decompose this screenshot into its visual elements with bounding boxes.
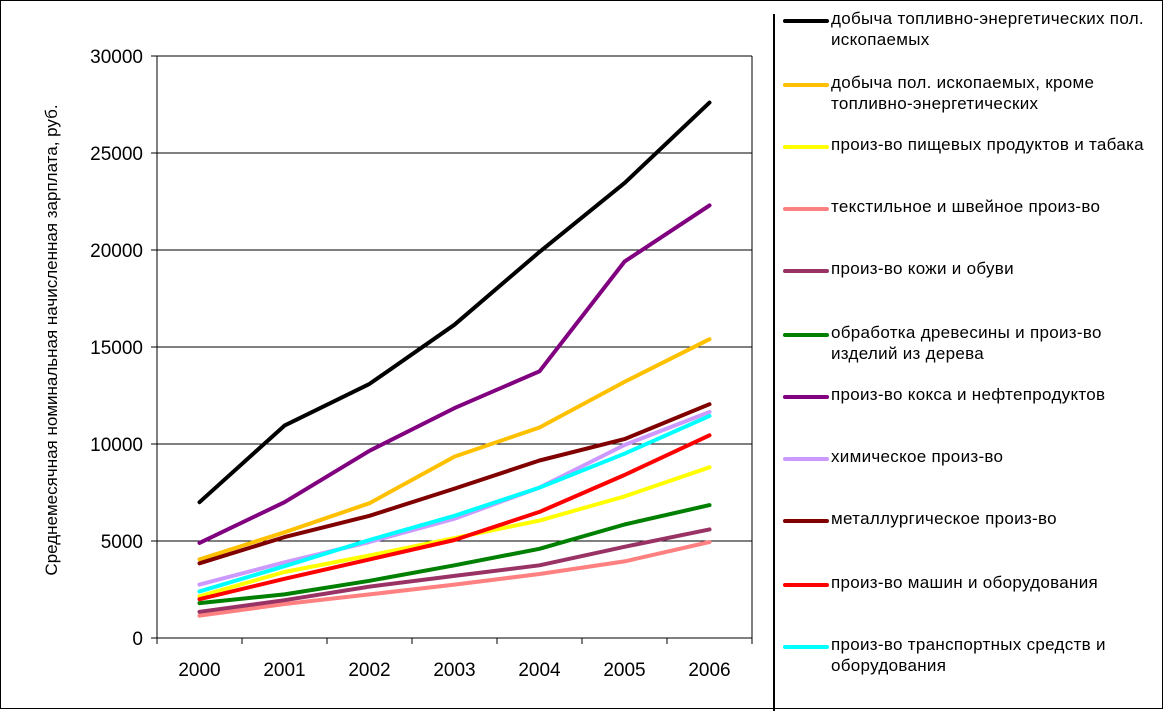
legend-swatch [783,645,829,649]
legend-label: химическое произ-во [831,447,1004,466]
series-line-1 [197,337,712,562]
series-line-7 [197,410,712,587]
x-tick-label: 2001 [263,660,305,681]
gridlines [157,55,752,542]
legend-item: произ-во пищевых продуктов и табака [783,135,1163,196]
legend-item: произ-во транспортных средств и оборудов… [783,635,1163,696]
legend-label: добыча пол. ископаемых, кроме топливно-э… [831,73,1095,113]
legend-swatch [783,395,829,399]
legend-swatch [783,83,829,87]
x-tick-label: 2003 [433,660,475,681]
series-lines [197,100,712,618]
x-tick-label: 2006 [688,660,730,681]
legend-item: добыча топливно-энергетических пол. иско… [783,9,1163,70]
legend-label: добыча топливно-энергетических пол. иско… [831,9,1144,49]
legend-swatch [783,269,829,273]
legend-swatch [783,19,829,23]
legend-item: химическое произ-во [783,447,1163,508]
tick-labels: 0 5000 10000 15000 20000 25000 30000 2000 2001 20… [90,47,730,681]
legend-item: произ-во машин и оборудования [783,573,1163,634]
legend: добыча топливно-энергетических пол. иско… [773,9,1163,711]
legend-label: произ-во кожи и обуви [831,259,1014,278]
legend-label: произ-во транспортных средств и оборудов… [831,635,1106,675]
y-tick-label: 30000 [90,47,143,68]
legend-swatch [783,457,829,461]
legend-item: добыча пол. ископаемых, кроме топливно-э… [783,73,1163,134]
legend-item: текстильное и швейное произ-во [783,197,1163,258]
legend-item: произ-во кокса и нефтепродуктов [783,385,1163,446]
series-line-10 [197,413,712,594]
legend-swatch [783,333,829,337]
series-line-5 [197,503,712,606]
series-line-6 [197,203,712,545]
y-tick-label: 10000 [90,435,143,456]
y-tick-label: 5000 [101,532,143,553]
legend-swatch [783,583,829,587]
axes [151,55,753,644]
series-line-4 [197,527,712,614]
legend-item: произ-во кожи и обуви [783,259,1163,320]
series-line-3 [197,540,712,618]
legend-label: произ-во пищевых продуктов и табака [831,135,1144,154]
legend-swatch [783,207,829,211]
x-tick-label: 2004 [518,660,561,681]
series-line-8 [197,402,712,566]
legend-swatch [783,145,829,149]
x-tick-label: 2000 [178,660,220,681]
y-tick-label: 0 [132,629,143,650]
legend-item: металлургическое произ-во [783,509,1163,570]
series-line-0 [197,100,712,505]
y-tick-label: 25000 [90,144,143,165]
legend-label: произ-во машин и оборудования [831,573,1098,592]
y-tick-label: 20000 [90,241,143,262]
legend-label: произ-во кокса и нефтепродуктов [831,385,1106,404]
legend-label: обработка древесины и произ-во изделий и… [831,323,1102,363]
y-tick-label: 15000 [90,338,143,359]
legend-swatch [783,519,829,523]
legend-item: обработка древесины и произ-во изделий и… [783,323,1163,384]
series-line-9 [197,433,712,602]
x-tick-label: 2005 [603,660,645,681]
x-tick-label: 2002 [348,660,390,681]
y-axis-label: Среднемесячная номинальная начисленная з… [42,104,61,576]
legend-label: текстильное и швейное произ-во [831,197,1101,216]
legend-label: металлургическое произ-во [831,509,1057,528]
